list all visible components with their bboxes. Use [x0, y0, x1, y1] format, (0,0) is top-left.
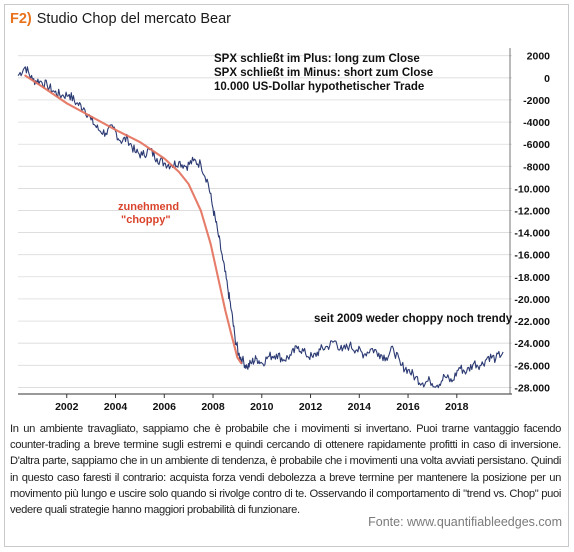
chart-area: 2002 2004 2006 2008 2010 2012 2014 2016 2018 200… — [10, 44, 561, 413]
gridlines — [18, 55, 512, 388]
annotation-choppy: "choppy" — [121, 214, 171, 226]
y-tick-label: -16.000 — [514, 250, 550, 262]
y-tick-label: -28.000 — [514, 382, 550, 394]
figure-title: F2) Studio Chop del mercato Bear — [10, 11, 231, 27]
axes — [18, 48, 512, 395]
y-tick-label: -6000 — [523, 139, 550, 151]
x-tick-label: 2010 — [250, 401, 274, 413]
trend-curve — [24, 74, 243, 365]
x-tick-label: 2016 — [396, 401, 420, 413]
equity-line — [17, 66, 504, 389]
y-tick-label: -10.000 — [514, 183, 550, 195]
y-tick-label: -18.000 — [514, 272, 550, 284]
figure-title-text: Studio Chop del mercato Bear — [36, 11, 231, 27]
figure-frame — [4, 4, 569, 547]
legend-line-1: SPX schließt im Plus: long zum Close — [214, 53, 420, 65]
x-tick-label: 2006 — [153, 401, 177, 413]
legend-line-2: SPX schließt im Minus: short zum Close — [214, 67, 433, 79]
x-tick-label: 2018 — [445, 401, 469, 413]
x-tick-label: 2004 — [104, 401, 128, 413]
annotations: SPX schließt im Plus: long zum Close SPX… — [118, 53, 513, 325]
chart-svg: 2002 2004 2006 2008 2010 2012 2014 2016 2018 200… — [17, 48, 550, 413]
y-tick-label: 0 — [544, 73, 550, 85]
y-tick-label: -4000 — [523, 117, 550, 129]
series-layer — [17, 66, 504, 389]
x-tick-label: 2002 — [55, 401, 79, 413]
x-tick-label: 2008 — [201, 401, 225, 413]
y-tick-label: -26.000 — [514, 360, 550, 372]
source-credit: Fonte: www.quantifiableedges.com — [368, 515, 562, 529]
y-tick-label: -8000 — [523, 161, 550, 173]
figure-caption: In un ambiente travagliato, sappiamo che… — [10, 423, 561, 517]
y-tick-label: -14.000 — [514, 228, 550, 240]
y-tick-labels: 2000 0 -2000 -4000 -6000 -8000 -10.000 -12.000 -… — [514, 51, 550, 395]
y-tick-label: -20.000 — [514, 294, 550, 306]
legend-line-3: 10.000 US-Dollar hypothetischer Trade — [214, 81, 424, 93]
y-tick-label: -12.000 — [514, 205, 550, 217]
x-tick-label: 2012 — [299, 401, 323, 413]
y-tick-label: -24.000 — [514, 338, 550, 350]
y-tick-label: 2000 — [527, 51, 551, 63]
x-tick-labels: 2002 2004 2006 2008 2010 2012 2014 2016 2018 — [55, 394, 469, 413]
annotation-zunehmend: zunehmend — [118, 201, 179, 213]
x-tick-label: 2014 — [348, 401, 372, 413]
figure-label: F2) — [10, 11, 32, 27]
annotation-since-2009: seit 2009 weder choppy noch trendy — [314, 313, 513, 325]
y-tick-label: -2000 — [523, 95, 550, 107]
y-tick-label: -22.000 — [514, 316, 550, 328]
